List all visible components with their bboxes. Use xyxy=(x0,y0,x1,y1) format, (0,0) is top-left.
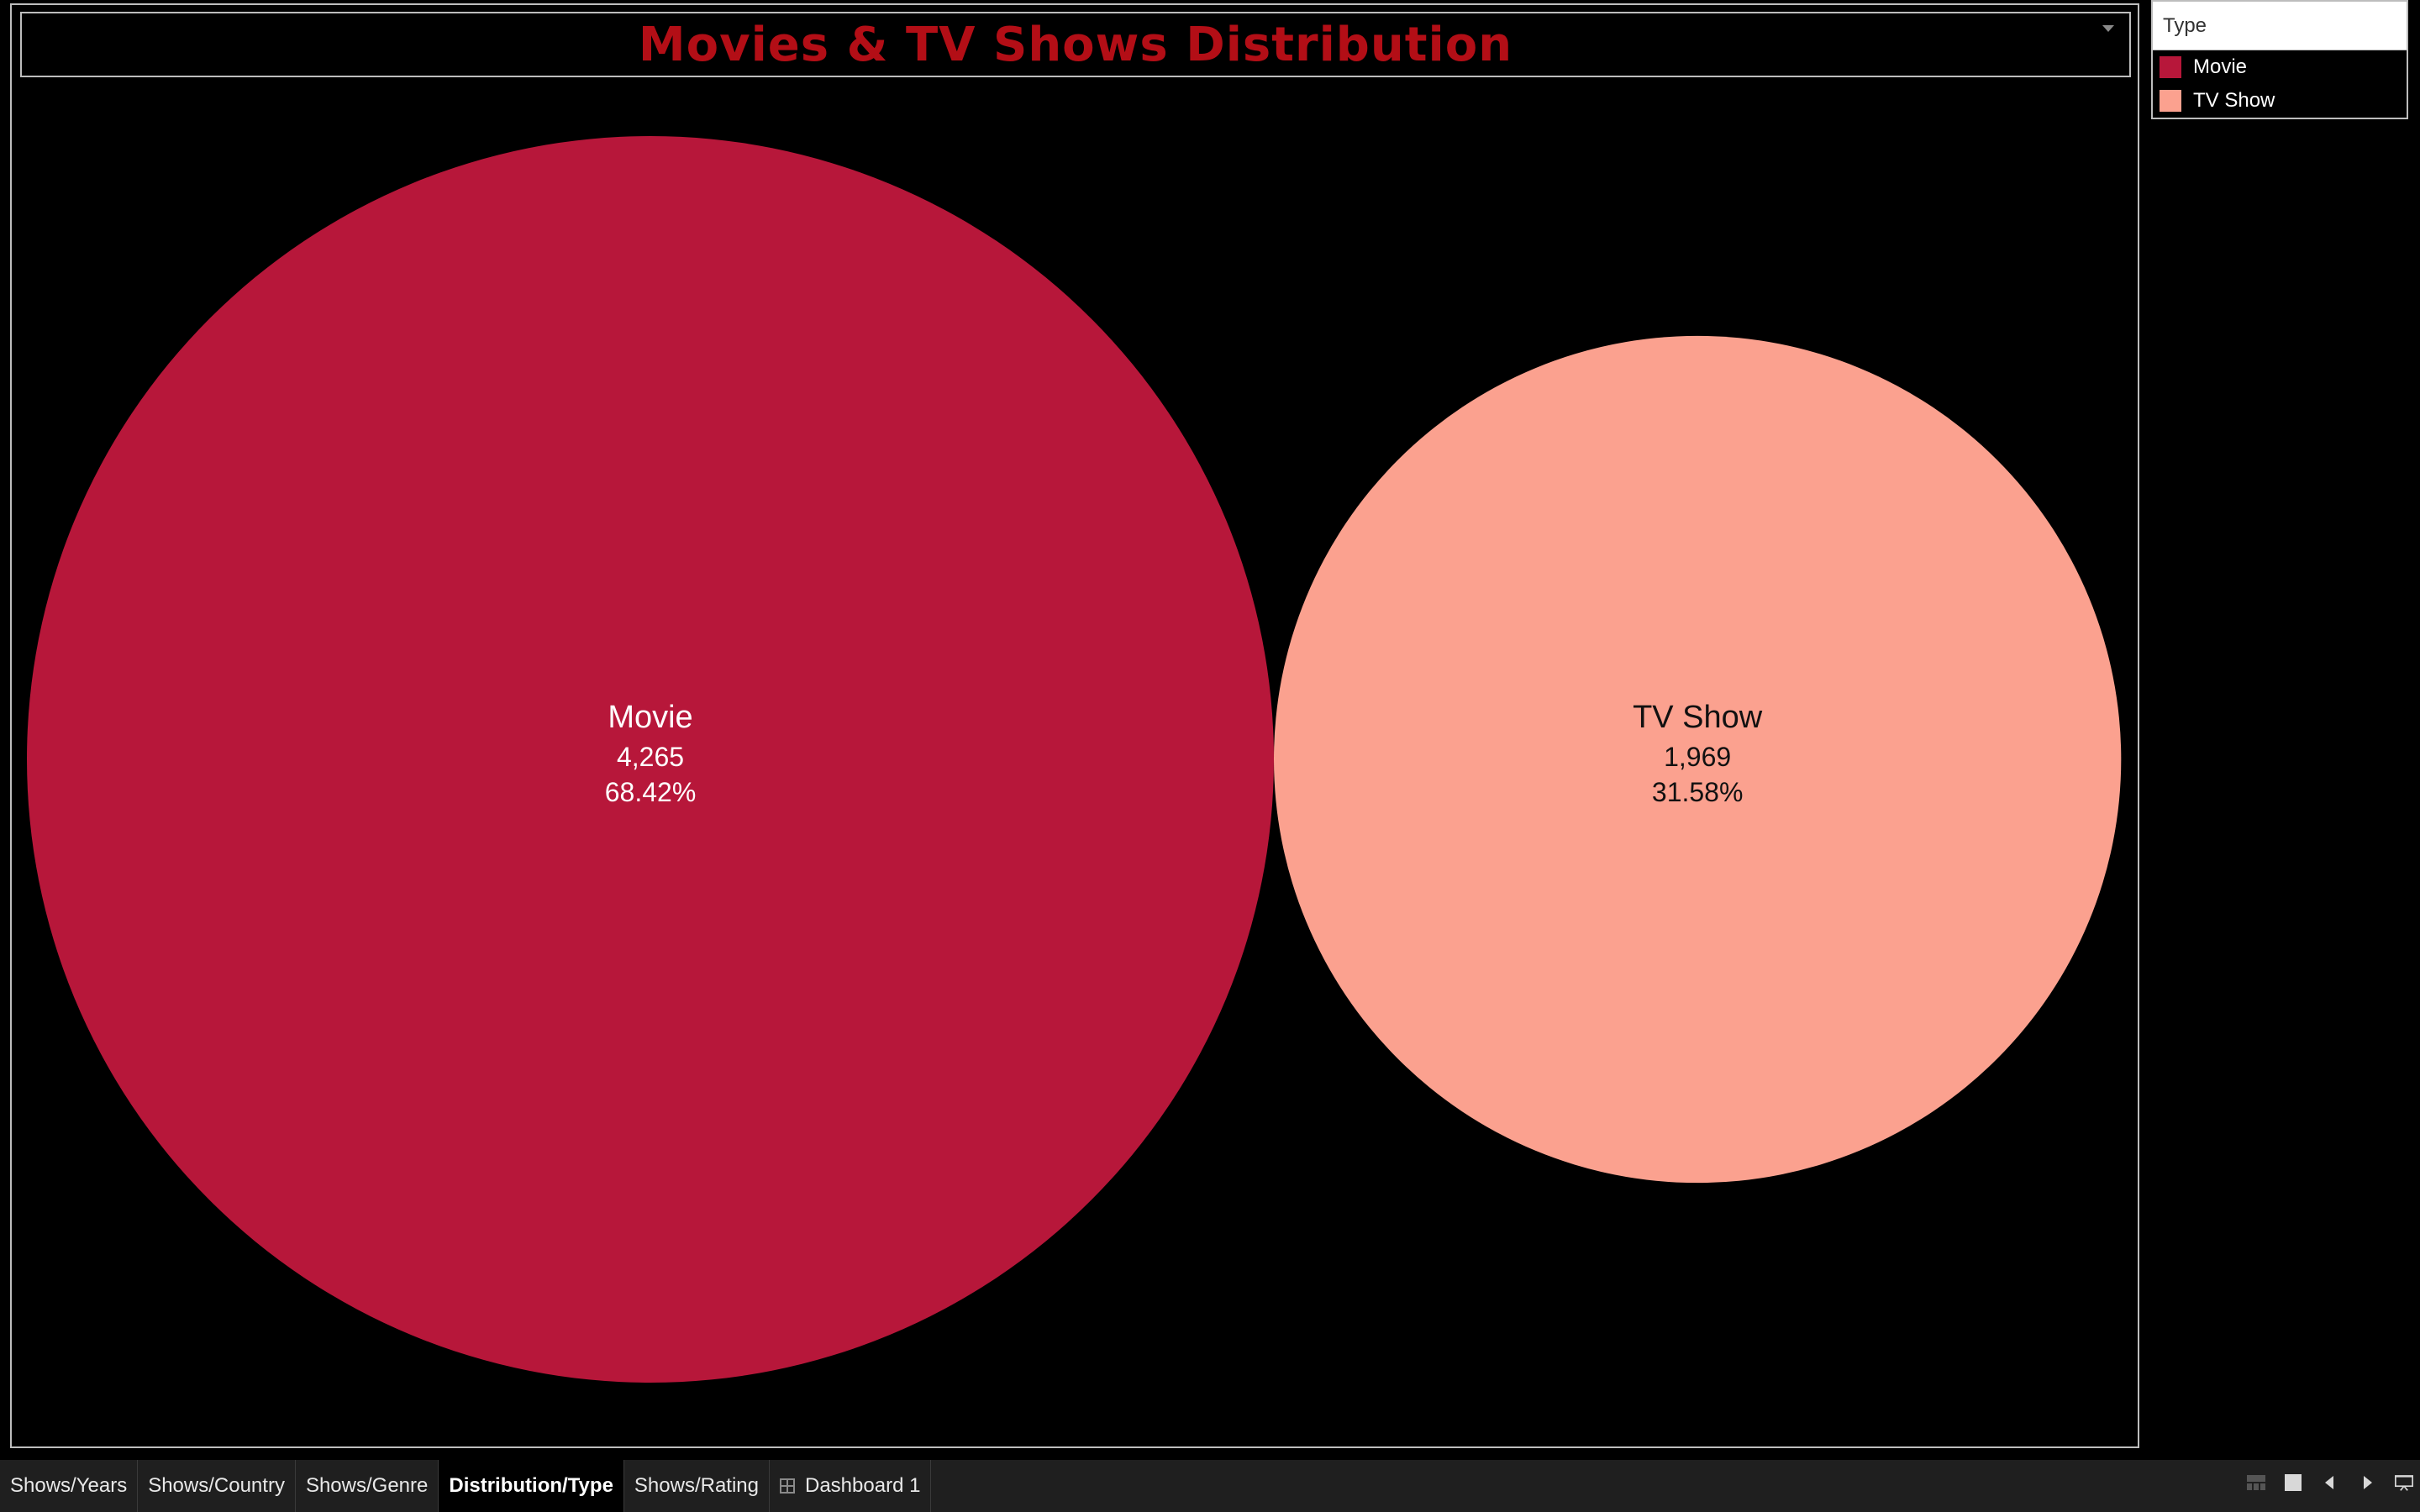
tab-distribution-type[interactable]: Distribution/Type xyxy=(439,1460,624,1512)
legend-item-tv-show[interactable]: TV Show xyxy=(2153,84,2407,118)
tab-shows-genre[interactable]: Shows/Genre xyxy=(296,1460,439,1512)
bubble-chart: Movie 4,265 68.42% TV Show 1,969 31.58% xyxy=(27,136,2122,1383)
previous-sheet-icon[interactable] xyxy=(2321,1473,2339,1492)
legend-label-tv-show: TV Show xyxy=(2193,89,2275,112)
tab-label: Shows/Years xyxy=(10,1474,128,1497)
tab-shows-years[interactable]: Shows/Years xyxy=(0,1460,139,1512)
sheet-tab-bar: Shows/Years Shows/Country Shows/Genre Di… xyxy=(0,1460,2420,1512)
legend-swatch-movie xyxy=(2160,56,2181,78)
next-sheet-icon[interactable] xyxy=(2358,1473,2376,1492)
bubble-movie[interactable] xyxy=(27,136,1274,1383)
film-strip-icon[interactable] xyxy=(2284,1473,2302,1492)
tab-dashboard-1[interactable]: Dashboard 1 xyxy=(770,1460,932,1512)
legend-swatch-tv-show xyxy=(2160,90,2181,112)
bubble-movie-percent-label: 68.42% xyxy=(605,777,697,807)
dashboard-grid-icon xyxy=(780,1478,795,1494)
chart-title: Movies & TV Shows Distribution xyxy=(638,17,1513,72)
tab-label: Distribution/Type xyxy=(449,1474,613,1497)
bubble-tv-show-name-label: TV Show xyxy=(1633,700,1763,735)
bubble-movie-value-label: 4,265 xyxy=(617,742,684,772)
bubble-tv-show[interactable] xyxy=(1274,335,2122,1184)
sheet-sorter-icon[interactable] xyxy=(2247,1473,2265,1492)
tab-label: Shows/Rating xyxy=(634,1474,759,1497)
tab-label: Dashboard 1 xyxy=(805,1474,921,1497)
title-dropdown-icon[interactable] xyxy=(2102,25,2114,32)
legend: Type Movie TV Show xyxy=(2151,0,2408,119)
tab-label: Shows/Country xyxy=(148,1474,285,1497)
legend-label-movie: Movie xyxy=(2193,55,2248,78)
tab-label: Shows/Genre xyxy=(305,1474,429,1497)
bubble-tv-show-value-label: 1,969 xyxy=(1664,742,1731,772)
legend-header: Type xyxy=(2153,2,2407,50)
status-bar-icons xyxy=(2247,1473,2413,1492)
bubble-tv-show-percent-label: 31.58% xyxy=(1652,777,1744,807)
title-box: Movies & TV Shows Distribution xyxy=(20,12,2131,77)
presentation-mode-icon[interactable] xyxy=(2395,1473,2413,1492)
legend-item-movie[interactable]: Movie xyxy=(2153,50,2407,84)
tab-shows-rating[interactable]: Shows/Rating xyxy=(624,1460,770,1512)
bubble-movie-name-label: Movie xyxy=(608,700,692,735)
tab-shows-country[interactable]: Shows/Country xyxy=(138,1460,296,1512)
